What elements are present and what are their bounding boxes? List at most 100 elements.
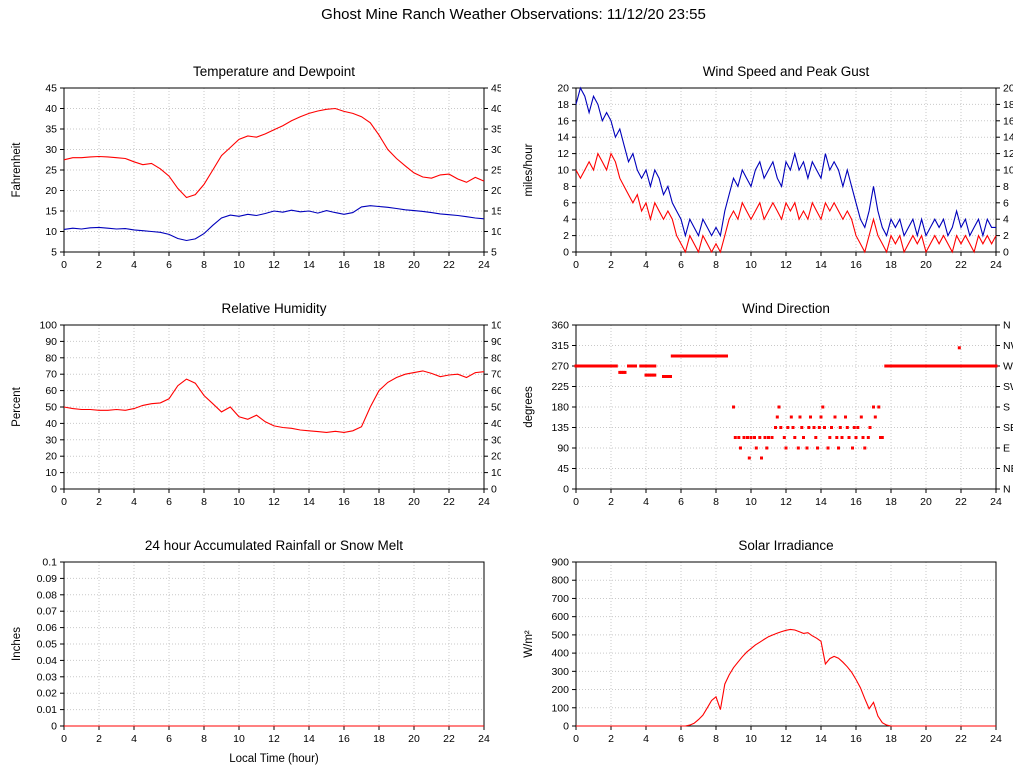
svg-text:10: 10 <box>233 733 245 745</box>
svg-text:14: 14 <box>815 733 827 745</box>
svg-text:24: 24 <box>478 496 490 508</box>
svg-text:500: 500 <box>551 629 569 641</box>
svg-text:12: 12 <box>557 148 569 160</box>
svg-text:600: 600 <box>551 611 569 623</box>
svg-text:4: 4 <box>131 733 137 745</box>
svg-text:225: 225 <box>551 381 569 393</box>
svg-text:0.05: 0.05 <box>37 639 58 651</box>
svg-text:6: 6 <box>678 259 684 271</box>
svg-text:35: 35 <box>45 124 57 136</box>
svg-text:10: 10 <box>745 733 757 745</box>
svg-text:30: 30 <box>45 144 57 156</box>
svg-text:22: 22 <box>955 259 967 271</box>
svg-text:W/m²: W/m² <box>523 630 535 658</box>
svg-text:0.09: 0.09 <box>37 573 58 585</box>
svg-text:Solar Irradiance: Solar Irradiance <box>738 538 833 553</box>
charts-grid: 0 2 4 6 8 10 12 14 16 18 20 22 24 5 5 10 10 15 15 20 20 25 25 3… <box>6 60 1021 771</box>
svg-text:400: 400 <box>551 648 569 660</box>
svg-text:10: 10 <box>557 165 569 177</box>
svg-text:16: 16 <box>1003 115 1013 127</box>
svg-text:22: 22 <box>955 496 967 508</box>
svg-text:S: S <box>1003 402 1010 414</box>
svg-text:18: 18 <box>1003 99 1013 111</box>
svg-text:45: 45 <box>45 83 57 95</box>
svg-text:N: N <box>1003 484 1011 496</box>
svg-text:22: 22 <box>443 733 455 745</box>
chart-solar-irradiance: 0 2 4 6 8 10 12 14 16 18 20 22 24 0 100 200 300 400 500 600… <box>518 534 1021 771</box>
svg-text:4: 4 <box>643 733 649 745</box>
svg-text:20: 20 <box>408 733 420 745</box>
svg-text:N: N <box>1003 320 1011 332</box>
chart-relative-humidity: 0 2 4 6 8 10 12 14 16 18 20 22 24 0 0 10 10 20 20 30 30 40 40 5… <box>6 297 518 534</box>
svg-text:W: W <box>1003 361 1013 373</box>
svg-text:0: 0 <box>573 259 579 271</box>
svg-text:12: 12 <box>780 733 792 745</box>
svg-text:6: 6 <box>678 496 684 508</box>
svg-text:8: 8 <box>713 733 719 745</box>
svg-text:0: 0 <box>563 484 569 496</box>
svg-text:12: 12 <box>780 259 792 271</box>
svg-text:0: 0 <box>563 721 569 733</box>
svg-text:10: 10 <box>491 226 501 238</box>
svg-text:16: 16 <box>338 496 350 508</box>
svg-text:10: 10 <box>745 259 757 271</box>
svg-text:2: 2 <box>608 259 614 271</box>
svg-text:0.02: 0.02 <box>37 688 58 700</box>
svg-text:8: 8 <box>1003 181 1009 193</box>
svg-text:18: 18 <box>557 99 569 111</box>
svg-text:35: 35 <box>491 124 501 136</box>
chart-wind-direction: 0246810121416182022240N45NE90E135SE180S2… <box>518 297 1021 534</box>
svg-text:6: 6 <box>166 496 172 508</box>
svg-text:40: 40 <box>491 103 501 115</box>
svg-text:24: 24 <box>990 496 1002 508</box>
svg-text:14: 14 <box>1003 132 1013 144</box>
svg-text:40: 40 <box>491 418 501 430</box>
svg-text:16: 16 <box>850 496 862 508</box>
svg-text:6: 6 <box>166 259 172 271</box>
svg-text:200: 200 <box>551 684 569 696</box>
svg-text:20: 20 <box>408 259 420 271</box>
svg-text:20: 20 <box>920 733 932 745</box>
svg-text:14: 14 <box>303 733 315 745</box>
svg-text:0: 0 <box>61 259 67 271</box>
svg-text:15: 15 <box>491 206 501 218</box>
solar-irradiance-plot: 0 2 4 6 8 10 12 14 16 18 20 22 240100200300400500600… <box>523 538 1002 745</box>
svg-text:10: 10 <box>233 259 245 271</box>
svg-text:800: 800 <box>551 575 569 587</box>
svg-text:24: 24 <box>478 733 490 745</box>
svg-text:20: 20 <box>920 259 932 271</box>
svg-text:4: 4 <box>643 496 649 508</box>
svg-text:2: 2 <box>96 496 102 508</box>
svg-text:22: 22 <box>443 259 455 271</box>
svg-text:8: 8 <box>201 259 207 271</box>
svg-text:12: 12 <box>268 733 280 745</box>
svg-text:900: 900 <box>551 557 569 569</box>
svg-text:10: 10 <box>491 467 501 479</box>
svg-text:SE: SE <box>1003 422 1013 434</box>
svg-text:45: 45 <box>557 463 569 475</box>
svg-text:16: 16 <box>557 115 569 127</box>
svg-text:2: 2 <box>96 259 102 271</box>
svg-text:90: 90 <box>491 336 501 348</box>
svg-text:Inches: Inches <box>11 627 23 661</box>
svg-text:0: 0 <box>573 733 579 745</box>
svg-text:0.1: 0.1 <box>42 557 57 569</box>
svg-text:0: 0 <box>61 496 67 508</box>
svg-text:100: 100 <box>39 320 57 332</box>
svg-text:16: 16 <box>850 733 862 745</box>
chart-temperature-dewpoint: 0 2 4 6 8 10 12 14 16 18 20 22 24 5 5 10 10 15 15 20 20 25 25 3… <box>6 60 518 297</box>
svg-text:300: 300 <box>551 666 569 678</box>
svg-text:80: 80 <box>45 352 57 364</box>
svg-text:2: 2 <box>1003 230 1009 242</box>
chart-rainfall: 0 2 4 6 8 10 12 14 16 18 20 22 24 0 0.01 0.02 0.03 0.04 0.… <box>6 534 518 771</box>
svg-text:0: 0 <box>573 496 579 508</box>
svg-text:12: 12 <box>268 259 280 271</box>
svg-text:0: 0 <box>61 733 67 745</box>
svg-text:20: 20 <box>491 451 501 463</box>
chart-wind-speed-gust: 0 2 4 6 8 10 12 14 16 18 20 22 24 0 0 2 2 4 4 6 6 8 8 10 10 12 12 1… <box>518 60 1021 297</box>
svg-text:80: 80 <box>491 352 501 364</box>
svg-text:5: 5 <box>51 247 57 259</box>
svg-text:24: 24 <box>990 733 1002 745</box>
